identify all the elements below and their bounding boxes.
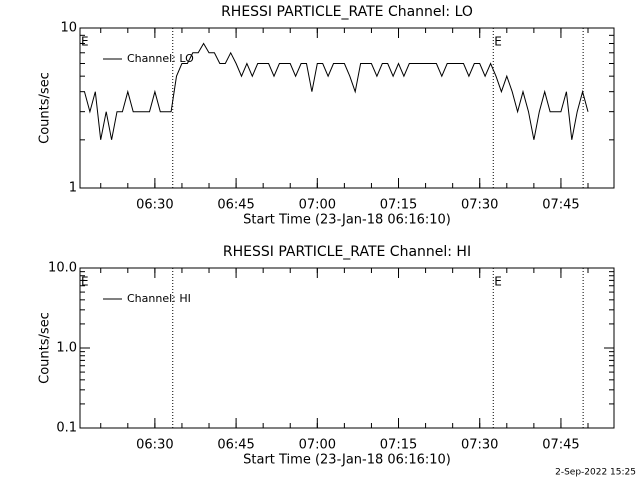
x-tick-label: 07:30 xyxy=(461,438,498,453)
footer: 2-Sep-2022 15:25 xyxy=(555,468,636,478)
chart-title: RHESSI PARTICLE_RATE Channel: HI xyxy=(223,244,471,260)
event-label: E xyxy=(494,35,502,49)
x-tick-label: 07:45 xyxy=(542,198,579,213)
x-tick-label: 06:45 xyxy=(217,438,254,453)
x-tick-label: 07:00 xyxy=(299,198,336,213)
event-label: E xyxy=(81,35,89,49)
y-tick-label: 1 xyxy=(69,181,77,196)
x-tick-label: 07:15 xyxy=(380,198,417,213)
x-tick-label: 06:30 xyxy=(136,198,173,213)
legend-label: Channel: HI xyxy=(127,292,191,305)
x-tick-label: 06:30 xyxy=(136,438,173,453)
legend-label: Channel: LO xyxy=(127,52,194,65)
y-axis-label: Counts/sec xyxy=(38,312,53,384)
y-tick-label: 1.0 xyxy=(56,341,77,356)
data-line xyxy=(84,42,589,140)
x-tick-label: 07:30 xyxy=(461,198,498,213)
x-tick-label: 07:00 xyxy=(299,438,336,453)
event-label: E xyxy=(81,275,89,289)
y-tick-label: 10.0 xyxy=(48,261,77,276)
x-axis-label: Start Time (23-Jan-18 06:16:10) xyxy=(243,453,451,468)
x-tick-label: 07:15 xyxy=(380,438,417,453)
y-tick-label: 10 xyxy=(60,21,77,36)
x-tick-label: 07:45 xyxy=(542,438,579,453)
x-tick-label: 06:45 xyxy=(217,198,254,213)
chart-title: RHESSI PARTICLE_RATE Channel: LO xyxy=(221,4,473,20)
event-label: E xyxy=(494,275,502,289)
plot-frame xyxy=(79,27,615,189)
y-tick-label: 0.1 xyxy=(56,421,77,436)
y-axis-label: Counts/sec xyxy=(38,72,53,144)
x-axis-label: Start Time (23-Jan-18 06:16:10) xyxy=(243,213,451,228)
